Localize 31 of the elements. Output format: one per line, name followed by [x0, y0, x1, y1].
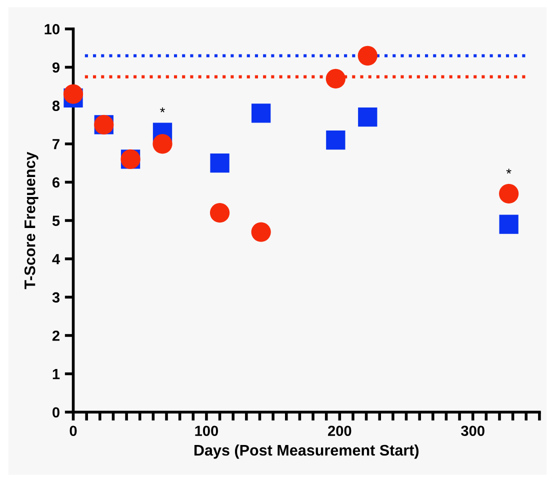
annotation: *: [506, 168, 512, 174]
y-tick-label: 4: [52, 254, 60, 264]
y-tick-label: 0: [52, 407, 60, 418]
point: [326, 130, 346, 150]
point: [210, 153, 230, 173]
point: [499, 184, 519, 204]
point: [326, 68, 346, 89]
point: [358, 107, 378, 127]
x-tick-label: 100: [195, 426, 218, 436]
y-tick-label: 7: [52, 139, 60, 150]
point: [252, 104, 271, 123]
y-tick-label: 2: [52, 330, 60, 341]
y-tick-label: 3: [52, 292, 60, 303]
y-tick-label: 5: [52, 216, 60, 226]
x-tick-label: 300: [461, 426, 484, 436]
point: [251, 222, 271, 242]
annotation: *: [160, 107, 165, 112]
x-tick-label: 0: [70, 426, 77, 436]
x-tick-label: 200: [328, 426, 352, 436]
point: [499, 214, 518, 234]
y-tick-label: 6: [52, 177, 60, 188]
y-tick-label: 1: [52, 369, 60, 380]
y-tick-label: 9: [52, 62, 60, 73]
y-tick-label: 8: [52, 100, 60, 111]
x-axis-title: Days (Post Measurement Start): [194, 444, 419, 459]
point: [210, 203, 230, 223]
y-axis-title: T-Score Frequency: [24, 152, 38, 290]
point: [63, 84, 84, 104]
point: [152, 134, 172, 154]
point: [358, 46, 378, 66]
y-tick-label: 10: [44, 24, 60, 34]
